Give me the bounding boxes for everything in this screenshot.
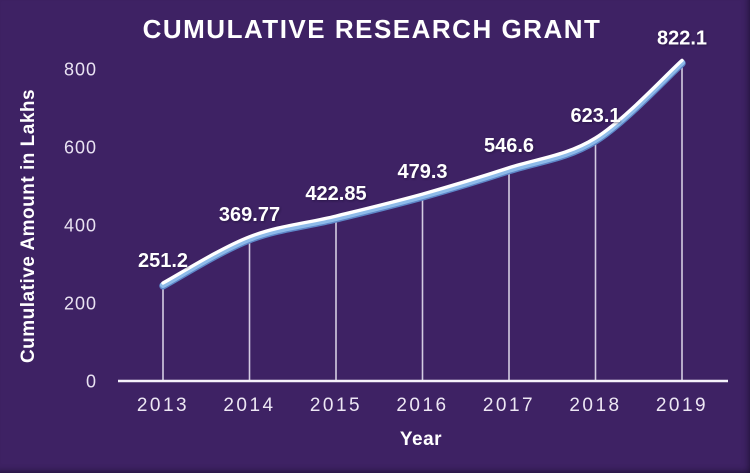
x-axis-title: Year: [400, 429, 442, 450]
data-label: 479.3: [397, 161, 447, 183]
data-label: 623.1: [570, 105, 620, 127]
chart-title: CUMULATIVE RESEARCH GRANT: [143, 14, 602, 44]
data-label: 369.77: [219, 204, 280, 226]
x-tick-label: 2019: [656, 395, 708, 416]
data-label: 422.85: [305, 183, 366, 205]
plot-area: 0 200 400 600 800 2013 2014 2015 2016 2017 2018 201…: [64, 27, 728, 416]
y-tick-label: 200: [64, 294, 97, 314]
y-tick-label: 800: [64, 60, 97, 80]
data-label: 546.6: [484, 135, 534, 157]
data-label: 822.1: [657, 27, 707, 49]
series-line: [161, 58, 684, 285]
x-tick-label: 2018: [569, 395, 621, 416]
x-tick-label: 2016: [396, 395, 448, 416]
x-tick-label: 2017: [483, 395, 535, 416]
data-label: 251.2: [138, 250, 188, 272]
y-tick-label: 400: [64, 216, 97, 236]
y-tick-label: 0: [86, 372, 97, 392]
x-tick-label: 2015: [310, 395, 362, 416]
x-tick-label: 2013: [137, 395, 189, 416]
y-axis-title: Cumulative Amount in Lakhs: [18, 89, 39, 363]
series-line-blue-shadow: [160, 59, 685, 288]
y-tick-label: 600: [64, 138, 97, 158]
x-tick-label: 2014: [223, 395, 275, 416]
